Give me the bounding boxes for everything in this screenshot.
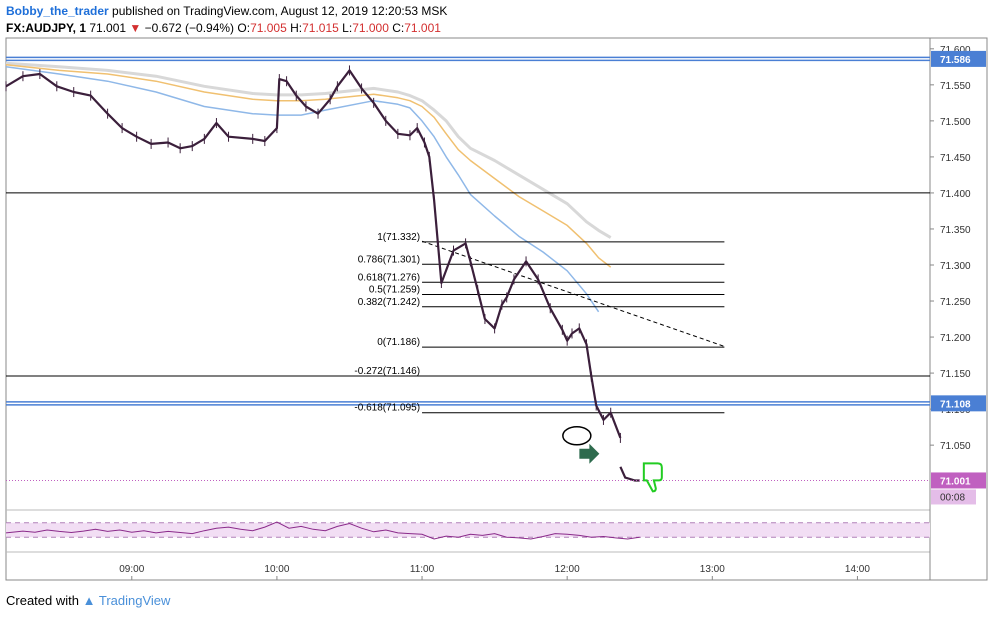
level-price-label: 71.586	[940, 55, 971, 66]
high-value: 71.015	[302, 21, 339, 35]
fib-level-label: -0.618(71.095)	[354, 403, 420, 414]
symbol-name: FX:AUDJPY, 1	[6, 21, 87, 35]
price-change: −0.672 (−0.94%)	[144, 21, 235, 35]
y-tick-label: 71.400	[940, 189, 971, 200]
tradingview-brand[interactable]: TradingView	[98, 593, 171, 608]
x-tick-label: 14:00	[845, 564, 870, 575]
circle-marker-icon	[562, 426, 592, 446]
fib-level-label: 1(71.332)	[377, 232, 420, 243]
trend-line	[421, 240, 725, 347]
last-price: 71.001	[89, 21, 127, 35]
tradingview-logo-icon: ▲	[82, 593, 96, 608]
ema-orange-line	[5, 63, 612, 268]
fib-level-label: -0.272(71.146)	[354, 366, 420, 377]
y-tick-label: 71.200	[940, 333, 971, 344]
plot-frame	[5, 37, 931, 581]
publish-info: Bobby_the_trader published on TradingVie…	[6, 4, 447, 18]
x-tick-label: 10:00	[264, 564, 289, 575]
fib-level-label: 0.382(71.242)	[358, 297, 420, 308]
symbol-info: FX:AUDJPY, 1 71.001 ▼ −0.672 (−0.94%) O:…	[6, 21, 441, 35]
x-tick-label: 12:00	[555, 564, 580, 575]
x-tick-label: 09:00	[119, 564, 144, 575]
author-name[interactable]: Bobby_the_trader	[6, 4, 109, 18]
y-tick-label: 71.050	[940, 441, 971, 452]
y-tick-label: 71.350	[940, 225, 971, 236]
y-tick-label: 71.600	[940, 45, 971, 56]
last-price-label: 71.001	[940, 476, 971, 487]
arrow-right-icon	[579, 443, 600, 464]
y-tick-label: 71.150	[940, 369, 971, 380]
published-text: published on TradingView.com, August 12,…	[112, 4, 448, 18]
high-label: H:	[290, 21, 303, 35]
down-arrow-icon: ▼	[129, 21, 142, 35]
y-tick-label: 71.450	[940, 153, 971, 164]
low-label: L:	[342, 21, 353, 35]
level-price-label: 71.108	[940, 399, 971, 410]
last-price-badge	[931, 472, 986, 489]
fib-level-label: 0.618(71.276)	[358, 272, 420, 283]
y-tick-label: 71.300	[940, 261, 971, 272]
close-label: C:	[392, 21, 405, 35]
close-value: 71.001	[404, 21, 441, 35]
fib-level-label: 0.786(71.301)	[358, 254, 420, 265]
level-price-badge	[931, 50, 986, 67]
fib-level-label: 0(71.186)	[377, 337, 420, 348]
open-label: O:	[237, 21, 251, 35]
rsi-band	[6, 522, 930, 538]
x-tick-label: 11:00	[410, 564, 435, 575]
rsi-line	[5, 521, 640, 540]
footer: Created with ▲ TradingView	[6, 593, 170, 608]
fib-level-label: 0.5(71.259)	[369, 285, 420, 296]
y-tick-label: 71.500	[940, 117, 971, 128]
y-tick-label: 71.250	[940, 297, 971, 308]
countdown-badge	[931, 489, 976, 505]
thumbs-down-icon	[642, 462, 663, 493]
level-price-badge	[931, 395, 986, 412]
open-value: 71.005	[250, 21, 287, 35]
y-tick-label: 71.550	[940, 81, 971, 92]
x-tick-label: 13:00	[700, 564, 725, 575]
low-value: 71.000	[352, 21, 389, 35]
created-with-text: Created with	[6, 593, 79, 608]
countdown-label: 00:08	[940, 492, 965, 503]
ema-gray-line	[5, 61, 612, 239]
